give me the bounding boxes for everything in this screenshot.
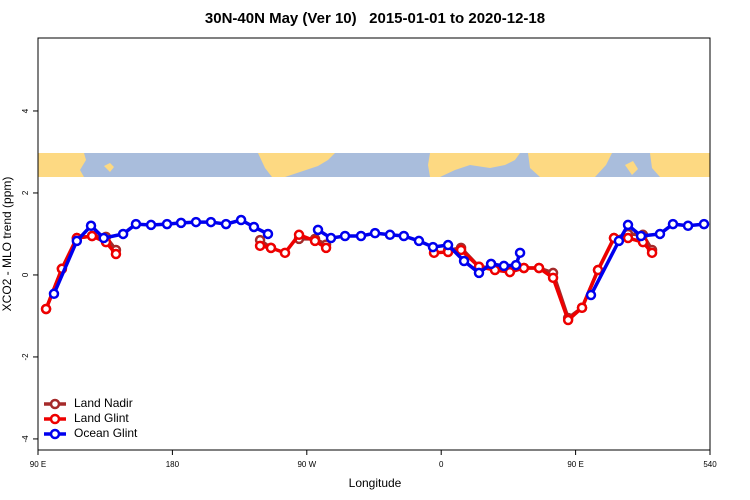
legend-label: Land Glint [74,411,129,425]
data-point [667,218,679,230]
data-point [413,235,425,247]
data-point [220,218,232,230]
data-point [384,229,396,241]
data-point [190,216,202,228]
data-point [613,235,625,247]
data-point [71,235,83,247]
data-point [547,272,559,284]
data-point [514,247,526,259]
data-point [86,230,98,242]
series [48,214,710,301]
data-point [635,230,647,242]
data-point [145,219,157,231]
data-point [622,232,634,244]
data-point [562,314,574,326]
x-tick-label: 90 W [297,460,316,469]
x-tick-label: 180 [166,460,180,469]
data-point [682,220,694,232]
y-tick-label: -4 [21,435,30,443]
data-point [312,224,324,236]
data-point [161,218,173,230]
y-tick-label: -2 [21,353,30,361]
data-point [205,216,217,228]
chart-title: 30N-40N May (Ver 10) 2015-01-01 to 2020-… [205,10,545,27]
data-point [646,247,658,259]
data-point [473,267,485,279]
data-point [175,217,187,229]
y-tick-label: 4 [21,108,30,113]
data-point [339,230,351,242]
data-point [504,266,516,278]
data-point [40,303,52,315]
data-point [455,244,467,256]
data-point [576,302,588,313]
data-point [98,232,109,244]
legend-marker [49,428,61,440]
data-point [110,248,122,260]
data-point [442,239,454,251]
data-point [309,235,321,247]
y-tick-label: 2 [21,190,30,195]
y-tick-label: 0 [21,272,30,277]
legend-label: Ocean Glint [74,426,138,440]
data-point [265,242,277,254]
data-point [262,228,274,240]
data-point [585,289,597,301]
data-point [458,255,470,267]
data-point [622,219,634,231]
plot-frame [37,37,711,451]
data-point [85,220,97,232]
data-point [293,229,305,241]
data-point [698,218,710,230]
x-axis-label: Longitude [349,476,402,490]
data-point [510,259,522,271]
data-point [498,260,510,272]
legend-marker [49,398,61,410]
data-point [485,258,497,270]
map-strip [38,153,710,177]
data-point [117,228,129,240]
data-point [427,241,439,253]
legend-label: Land Nadir [74,396,133,410]
series [40,229,658,326]
x-tick-label: 0 [439,460,444,469]
data-point [320,242,332,254]
x-tick-label: 90 E [30,460,46,469]
data-point [533,262,545,274]
data-point [279,247,291,259]
data-point [369,227,381,239]
data-point [235,214,247,226]
legend-marker [49,413,61,425]
data-point [130,218,142,230]
x-tick-label: 90 E [567,460,583,469]
data-point [325,232,337,244]
data-point [398,230,410,242]
data-point [248,221,260,233]
data-point [254,240,266,252]
data-point [355,230,367,242]
data-point [654,228,666,240]
data-point [48,288,60,300]
x-tick-label: 540 [703,460,717,469]
series-line [44,232,654,324]
y-axis-label: XCO2 - MLO trend (ppm) [0,177,14,312]
